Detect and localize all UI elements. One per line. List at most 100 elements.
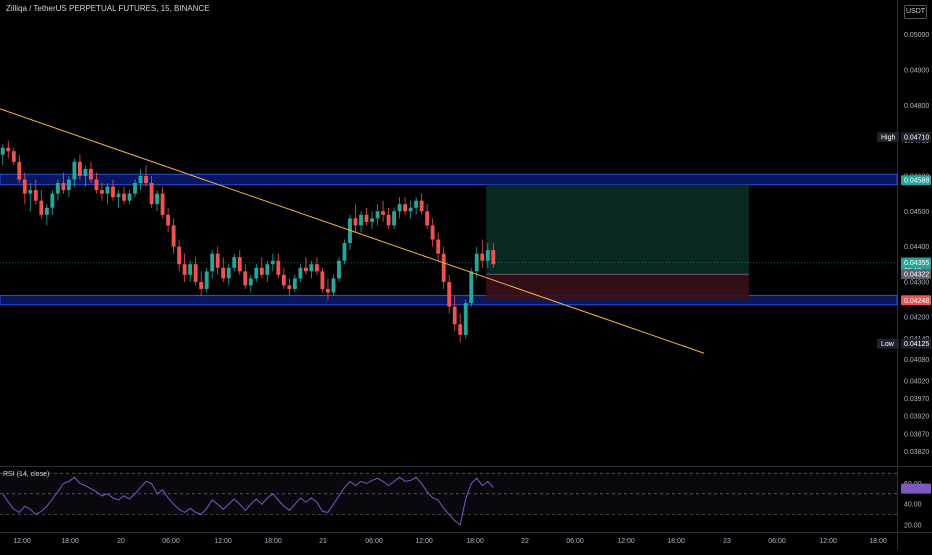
candle-body xyxy=(199,281,204,289)
price-tick-label: 0.03970 xyxy=(904,396,929,403)
time-tick-label: 18:00 xyxy=(667,538,685,545)
candle-body xyxy=(66,179,71,191)
price-label-name-badge xyxy=(877,132,899,143)
candle-body xyxy=(248,278,253,286)
candle-body xyxy=(39,200,44,215)
candle-body xyxy=(392,211,397,226)
candle-body xyxy=(0,147,5,155)
candle-body xyxy=(33,190,38,201)
price-label-name: High xyxy=(881,135,896,142)
candle-body xyxy=(61,183,66,191)
candle-body xyxy=(204,271,209,289)
rsi-tick-label: 20.00 xyxy=(904,522,922,529)
price-label-value: 0.04355 xyxy=(904,260,929,267)
candle-body xyxy=(72,161,77,180)
price-label-value: 0.04322 xyxy=(904,272,929,279)
candle-body xyxy=(193,264,198,282)
price-tick-label: 0.03870 xyxy=(904,431,929,438)
time-tick-label: 22 xyxy=(521,538,529,545)
trendline xyxy=(0,108,705,354)
candle-body xyxy=(408,207,413,212)
time-tick-label: 12:00 xyxy=(617,538,635,545)
time-tick-label: 20 xyxy=(117,538,125,545)
candle-body xyxy=(182,264,187,275)
price-tick-label: 0.04400 xyxy=(904,244,929,251)
candle-body xyxy=(441,253,446,282)
time-tick-label: 06:00 xyxy=(365,538,383,545)
candle-body xyxy=(160,193,165,215)
candle-body xyxy=(314,264,319,272)
candle-body xyxy=(44,207,49,215)
candle-body xyxy=(381,211,385,215)
candle-body xyxy=(281,274,286,286)
candle-body xyxy=(232,257,237,268)
price-label-badge xyxy=(901,269,931,280)
candle-body xyxy=(270,260,275,265)
price-tick-label: 0.03820 xyxy=(904,449,929,456)
candle-body xyxy=(188,264,193,275)
candle-body xyxy=(155,193,160,205)
price-label-badge xyxy=(901,295,931,306)
time-tick-label: 21 xyxy=(319,538,327,545)
candle-body xyxy=(469,271,474,304)
price-tick-label: 0.05000 xyxy=(904,32,929,39)
time-tick-label: 23 xyxy=(723,538,731,545)
candle-body xyxy=(100,190,104,194)
candle-body xyxy=(11,151,16,162)
candle-body xyxy=(210,253,215,272)
candle-body xyxy=(122,193,126,201)
candle-body xyxy=(226,267,231,279)
time-tick-label: 06:00 xyxy=(162,538,180,545)
take-profit-area xyxy=(486,184,749,275)
candle-body xyxy=(458,324,463,335)
candle-body xyxy=(342,243,347,261)
candle-body xyxy=(28,190,33,194)
price-tick-label: 0.04020 xyxy=(904,378,929,385)
time-tick-label: 06:00 xyxy=(566,538,584,545)
rsi-indicator-title[interactable]: RSI (14, close) xyxy=(3,471,50,478)
price-label-badge xyxy=(901,175,931,186)
time-tick-label: 18:00 xyxy=(869,538,887,545)
candle-body xyxy=(265,264,270,275)
candle-body xyxy=(337,260,341,279)
candle-body xyxy=(463,303,468,335)
price-label-value: 0.04710 xyxy=(904,135,929,142)
time-tick-label: 12:00 xyxy=(819,538,837,545)
rsi-line xyxy=(2,476,494,526)
candle-body xyxy=(116,193,121,198)
candle-body xyxy=(447,281,452,307)
candle-body xyxy=(480,253,485,261)
symbol-title: Zilliqa / TetherUS PERPETUAL FUTURES, 15… xyxy=(6,4,210,13)
candle-body xyxy=(215,253,220,268)
price-tick-label: 0.04300 xyxy=(904,279,929,286)
time-tick-label: 12:00 xyxy=(415,538,433,545)
candle-body xyxy=(386,214,391,226)
candle-body xyxy=(221,267,226,279)
candle-body xyxy=(6,147,11,152)
candle-body xyxy=(105,186,110,194)
candle-body xyxy=(17,161,22,180)
rsi-value-badge xyxy=(901,483,931,494)
candle-body xyxy=(55,183,60,194)
candle-body xyxy=(436,239,441,254)
price-label-badge xyxy=(901,338,931,349)
candle-body xyxy=(353,218,358,226)
price-label-value: 0.04588 xyxy=(904,178,929,185)
candle-body xyxy=(94,179,99,191)
candle-body xyxy=(359,214,363,226)
candle-body xyxy=(77,161,82,176)
candle-body xyxy=(491,250,496,265)
currency-button[interactable]: USDT xyxy=(904,5,927,19)
candle-body xyxy=(485,250,490,261)
candle-body xyxy=(237,257,242,272)
candle-body xyxy=(370,218,374,222)
candle-body xyxy=(397,204,402,212)
price-tick-label: 0.04080 xyxy=(904,357,929,364)
candle-body xyxy=(276,260,281,275)
price-label-badge xyxy=(901,132,931,143)
candle-body xyxy=(171,225,176,247)
candle-body xyxy=(309,264,314,272)
time-tick-label: 18:00 xyxy=(61,538,79,545)
